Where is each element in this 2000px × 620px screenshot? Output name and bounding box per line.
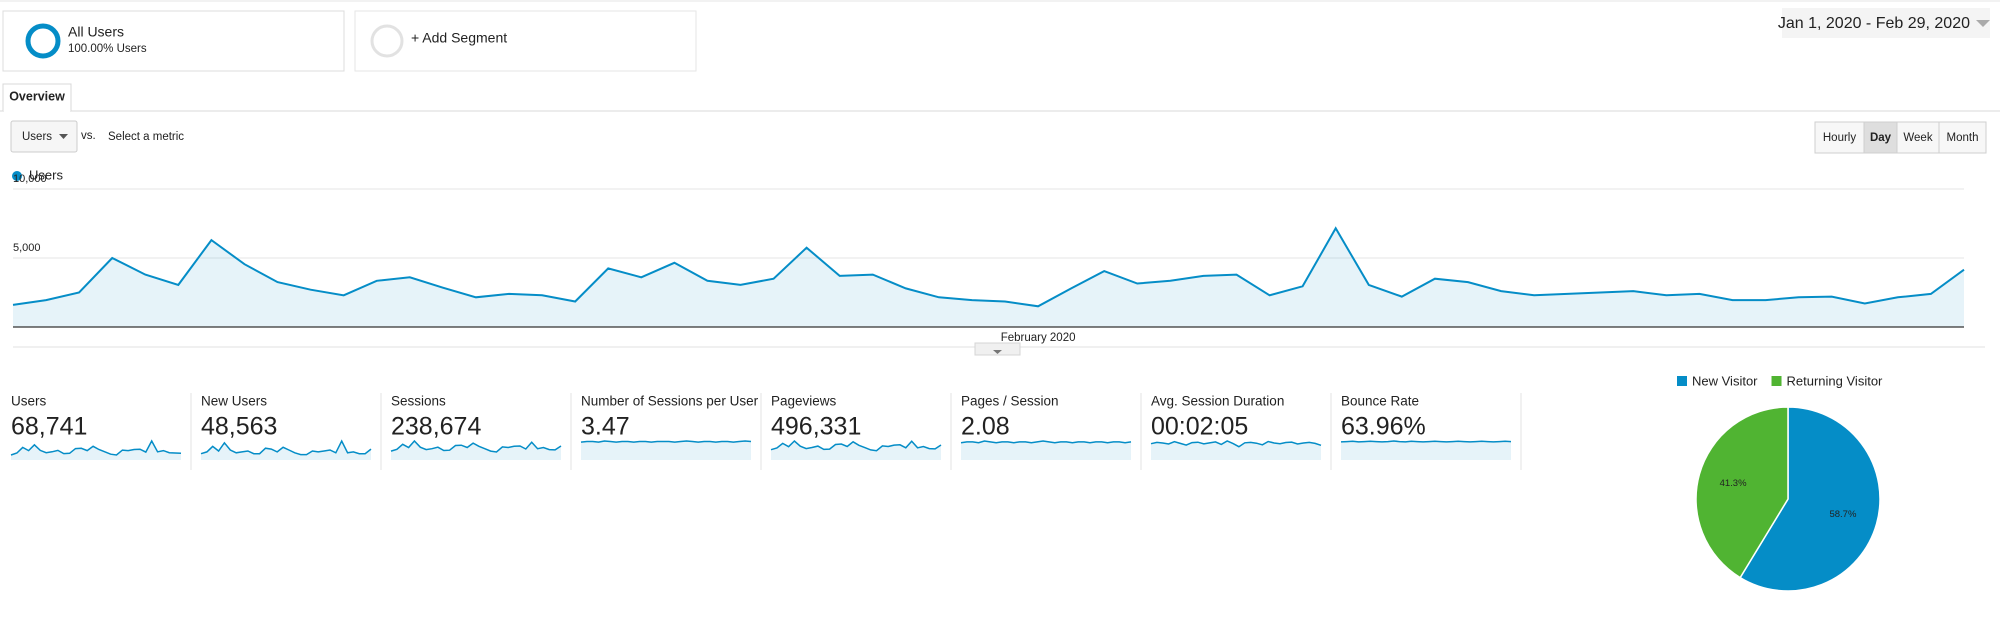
- add-segment-label[interactable]: + Add Segment: [411, 30, 507, 46]
- metric-label: Sessions: [391, 394, 446, 409]
- metric-value: 63.96%: [1341, 413, 1426, 441]
- sparkline-area: [201, 441, 371, 460]
- legend-label: New Visitor: [1692, 373, 1758, 388]
- add-segment-box[interactable]: [354, 10, 697, 72]
- slice-label: 58.7%: [1829, 509, 1856, 520]
- metric-label: New Users: [201, 394, 267, 409]
- segment-icon: [25, 23, 61, 59]
- granularity-label[interactable]: Month: [1947, 132, 1979, 144]
- pie-slice: [1739, 406, 1881, 592]
- pie-slice: [1695, 406, 1789, 579]
- sparkline: [390, 439, 562, 453]
- sparkline: [1340, 440, 1512, 443]
- sparkline: [200, 439, 372, 456]
- metric-value: 68,741: [11, 413, 87, 441]
- granularity-buttons: Hourly Day Week Month: [1814, 121, 1987, 154]
- segment-title: All Users: [68, 24, 124, 40]
- metric-label: Pageviews: [771, 394, 837, 409]
- collapse-caret: [993, 350, 1002, 354]
- slice-label: 41.3%: [1720, 478, 1747, 489]
- legend-label: Returning Visitor: [1787, 373, 1884, 388]
- metric-label: Users: [11, 394, 47, 409]
- select-metric-link[interactable]: Select a metric: [108, 131, 184, 143]
- sparkline: [770, 439, 942, 452]
- y-tick-label: 5,000: [13, 242, 41, 254]
- metric-label: Number of Sessions per User: [581, 394, 759, 409]
- metric-label: Avg. Session Duration: [1151, 394, 1284, 409]
- collapse-handle[interactable]: [974, 342, 1021, 356]
- pie-chart: New Visitor Returning Visitor 58.7% 41.3%: [1677, 373, 1884, 592]
- metric-value: 496,331: [771, 413, 861, 441]
- legend-dot: [12, 171, 22, 181]
- sparkline-area: [11, 441, 181, 460]
- sparkline-area: [961, 441, 1131, 460]
- metric-value: 00:02:05: [1151, 413, 1248, 441]
- metric-value: 2.08: [961, 413, 1010, 441]
- granularity-label[interactable]: Day: [1870, 132, 1892, 144]
- tab-mask: [4, 108, 70, 113]
- granularity-label[interactable]: Week: [1903, 132, 1932, 144]
- metrics-row: Users 68,741 New Users 48,563 Sessions 238,67…: [10, 393, 1522, 470]
- legend-swatch: [1771, 376, 1782, 386]
- metric-dropdown[interactable]: [10, 120, 78, 153]
- date-range[interactable]: Jan 1, 2020 - Feb 29, 2020: [1778, 15, 1970, 32]
- date-range-bg: [1782, 8, 1990, 38]
- sparkline: [10, 439, 182, 456]
- metric-label: Pages / Session: [961, 394, 1059, 409]
- sparkline-area: [1341, 441, 1511, 460]
- area: [13, 228, 1964, 327]
- metric-value: 238,674: [391, 413, 481, 441]
- metric-dropdown-caret: [59, 134, 68, 139]
- tab-label[interactable]: Overview: [9, 89, 65, 103]
- sparkline: [1150, 440, 1322, 448]
- y-tick-label: 10,000: [13, 173, 47, 185]
- segment-subtitle: 100.00% Users: [68, 43, 147, 55]
- metric-value: 3.47: [581, 413, 630, 441]
- sparkline-area: [581, 441, 751, 460]
- x-tick-label: February 2020: [1001, 332, 1076, 344]
- granularity-button[interactable]: [1938, 121, 1987, 154]
- vs-label: vs.: [81, 130, 96, 142]
- tab[interactable]: [2, 83, 72, 111]
- sparkline-area: [1151, 441, 1321, 460]
- line: [12, 226, 1965, 308]
- granularity-button[interactable]: [1814, 121, 1865, 154]
- granularity-label[interactable]: Hourly: [1823, 132, 1856, 144]
- granularity-button[interactable]: [1896, 121, 1940, 154]
- sparkline: [960, 440, 1132, 444]
- sparkline-area: [771, 441, 941, 460]
- sparkline-area: [391, 441, 561, 460]
- sparkline: [580, 440, 752, 443]
- date-range-caret: [1976, 20, 1990, 27]
- add-segment-icon: [370, 24, 404, 58]
- granularity-button[interactable]: [1863, 121, 1898, 154]
- segment-box[interactable]: [2, 10, 345, 72]
- legend-label: Users: [29, 167, 63, 182]
- line-chart: 5,000 10,000 February 2020: [12, 173, 1965, 344]
- metric-dropdown-label[interactable]: Users: [22, 131, 52, 143]
- metric-value: 48,563: [201, 413, 277, 441]
- metric-label: Bounce Rate: [1341, 394, 1419, 409]
- legend-swatch: [1677, 376, 1687, 386]
